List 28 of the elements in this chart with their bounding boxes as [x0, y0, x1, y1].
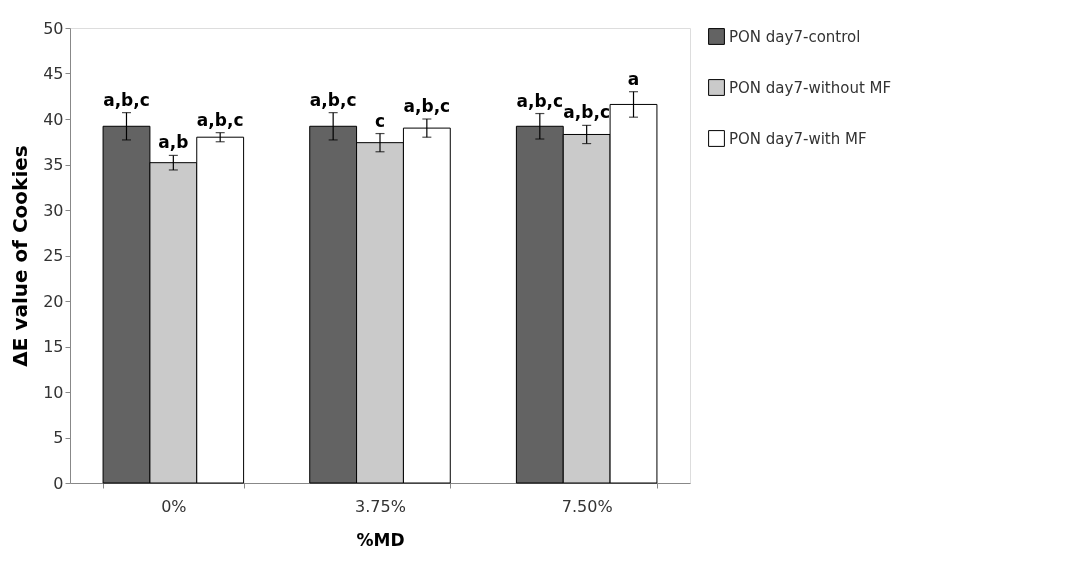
y-tick-label: 40: [43, 109, 64, 129]
legend-label: PON day7-control: [729, 27, 861, 46]
y-axis-title: ΔE value of Cookies: [8, 145, 33, 367]
y-tick-label: 0: [53, 473, 64, 493]
data-label: c: [374, 110, 386, 131]
data-label: a,b: [158, 132, 189, 153]
data-label: a,b,c: [196, 109, 244, 130]
legend-label: PON day7-without MF: [729, 78, 892, 97]
x-tick-label: 0%: [161, 496, 187, 516]
data-label: a,b,c: [403, 96, 451, 116]
x-tick-label: 7.50%: [561, 496, 613, 516]
y-tick-label: 45: [43, 64, 64, 83]
data-label: a,b,c: [516, 90, 564, 111]
data-label: a,b,c: [309, 89, 357, 110]
x-axis-title: %MD: [356, 529, 405, 550]
y-tick-label: 10: [43, 382, 64, 402]
data-label: a: [627, 68, 640, 89]
y-tick-label: 20: [43, 291, 64, 311]
y-tick-label: 30: [43, 200, 64, 220]
legend-label: PON day7-with MF: [729, 129, 867, 148]
y-tick-label: 5: [53, 428, 64, 447]
y-tick-label: 35: [43, 155, 64, 174]
y-tick-label: 50: [43, 18, 64, 38]
x-tick-label: 3.75%: [355, 496, 406, 516]
y-tick-label: 15: [43, 337, 64, 356]
data-label: a,b,c: [563, 102, 610, 123]
y-tick-label: 25: [43, 246, 64, 265]
data-label: a,b,c: [103, 89, 150, 110]
